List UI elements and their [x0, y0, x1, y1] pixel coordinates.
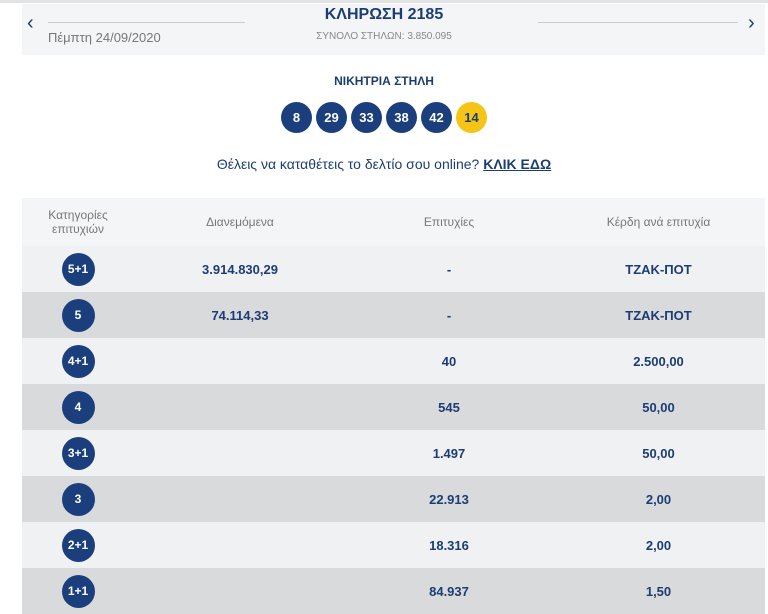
total-columns: ΣΥΝΟΛΟ ΣΤΗΛΩΝ: 3.850.095: [316, 31, 452, 42]
wins-cell: 545: [438, 399, 460, 415]
col-wins: Επιτυχίες: [423, 215, 475, 229]
category-badge: 1+1: [61, 574, 95, 608]
category-badge: 2+1: [61, 528, 95, 562]
prize-table: Κατηγορίες επιτυχιών Διανεμόμενα Επιτυχί…: [22, 198, 765, 614]
promo-text: Θέλεις να καταθέτεις το δελτίο σου onlin…: [216, 156, 484, 172]
top-border: [0, 0, 768, 3]
category-cell: 5: [22, 298, 134, 332]
prize-cell: ΤΖΑΚ-ΠΟΤ: [625, 307, 692, 323]
prize-cell: 2.500,00: [633, 353, 684, 369]
table-row: 3 22.913 2,00: [22, 476, 765, 522]
next-draw-chevron-icon[interactable]: ›: [748, 12, 755, 34]
table-row: 3+1 1.497 50,00: [22, 430, 765, 476]
number-ball: 8: [281, 102, 312, 133]
distributed-cell: 74.114,33: [211, 307, 269, 323]
category-badge: 3: [61, 482, 95, 516]
prize-cell: ΤΖΑΚ-ΠΟΤ: [625, 261, 692, 277]
wins-cell: 18.316: [429, 537, 469, 553]
prize-cell: 2,00: [645, 491, 672, 507]
wins-cell: -: [446, 307, 452, 323]
table-header: Κατηγορίες επιτυχιών Διανεμόμενα Επιτυχί…: [22, 198, 765, 246]
draw-header: [22, 4, 765, 55]
category-cell: 3+1: [22, 436, 134, 470]
wins-cell: 40: [441, 353, 457, 369]
prev-draw-chevron-icon[interactable]: ‹: [27, 12, 34, 34]
col-distributed: Διανεμόμενα: [206, 215, 274, 229]
wins-cell: 1.497: [432, 445, 466, 461]
prize-cell: 50,00: [642, 445, 675, 461]
category-cell: 2+1: [22, 528, 134, 562]
table-row: 5 74.114,33 - ΤΖΑΚ-ΠΟΤ: [22, 292, 765, 338]
category-badge: 4+1: [61, 344, 95, 378]
table-row: 5+1 3.914.830,29 - ΤΖΑΚ-ΠΟΤ: [22, 246, 765, 292]
category-badge: 5: [61, 298, 95, 332]
winning-numbers: 8 29 33 38 42 14: [0, 102, 768, 133]
draw-date: Πέμπτη 24/09/2020: [48, 30, 161, 45]
draw-title: ΚΛΗΡΩΣΗ 2185: [324, 6, 444, 23]
winning-column-label: ΝΙΚΗΤΡΙΑ ΣΤΗΛΗ: [334, 74, 434, 88]
category-cell: 5+1: [22, 252, 134, 286]
number-ball: 38: [386, 102, 417, 133]
prize-cell: 50,00: [642, 399, 675, 415]
category-badge: 3+1: [61, 436, 95, 470]
wins-cell: -: [446, 261, 452, 277]
divider: [48, 22, 245, 23]
number-ball: 33: [351, 102, 382, 133]
table-row: 1+1 84.937 1,50: [22, 568, 765, 614]
wins-cell: 84.937: [429, 583, 469, 599]
table-row: 2+1 18.316 2,00: [22, 522, 765, 568]
category-cell: 1+1: [22, 574, 134, 608]
col-prize: Κέρδη ανά επιτυχία: [606, 215, 711, 229]
category-badge: 4: [61, 390, 95, 424]
wins-cell: 22.913: [429, 491, 469, 507]
number-ball: 29: [316, 102, 347, 133]
divider: [538, 22, 738, 23]
distributed-cell: 3.914.830,29: [202, 261, 278, 277]
category-badge: 5+1: [61, 252, 95, 286]
joker-ball: 14: [456, 102, 487, 133]
category-cell: 4+1: [22, 344, 134, 378]
online-promo: Θέλεις να καταθέτεις το δελτίο σου onlin…: [0, 156, 768, 172]
category-cell: 3: [22, 482, 134, 516]
category-cell: 4: [22, 390, 134, 424]
prize-cell: 2,00: [645, 537, 672, 553]
table-row: 4+1 40 2.500,00: [22, 338, 765, 384]
number-ball: 42: [421, 102, 452, 133]
prize-cell: 1,50: [645, 583, 672, 599]
table-row: 4 545 50,00: [22, 384, 765, 430]
col-category: Κατηγορίες επιτυχιών: [48, 208, 108, 236]
click-here-link[interactable]: ΚΛΙΚ ΕΔΩ: [483, 156, 552, 172]
